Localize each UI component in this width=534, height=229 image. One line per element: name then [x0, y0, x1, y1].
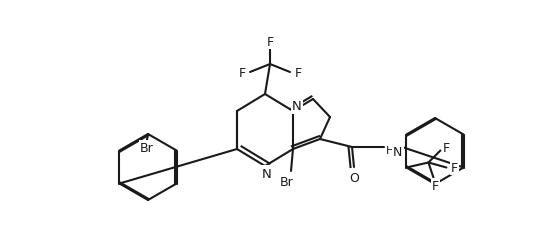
- Text: F: F: [443, 141, 450, 154]
- Text: N: N: [292, 100, 302, 113]
- Text: H: H: [386, 145, 395, 155]
- Text: Br: Br: [140, 142, 154, 155]
- Text: F: F: [432, 179, 439, 192]
- Text: F: F: [239, 66, 246, 79]
- Text: O: O: [349, 171, 359, 184]
- Text: F: F: [266, 35, 273, 48]
- Text: N: N: [262, 167, 272, 180]
- Text: F: F: [451, 161, 458, 174]
- Text: Br: Br: [280, 175, 294, 188]
- Text: F: F: [294, 66, 302, 79]
- Text: N: N: [393, 145, 403, 158]
